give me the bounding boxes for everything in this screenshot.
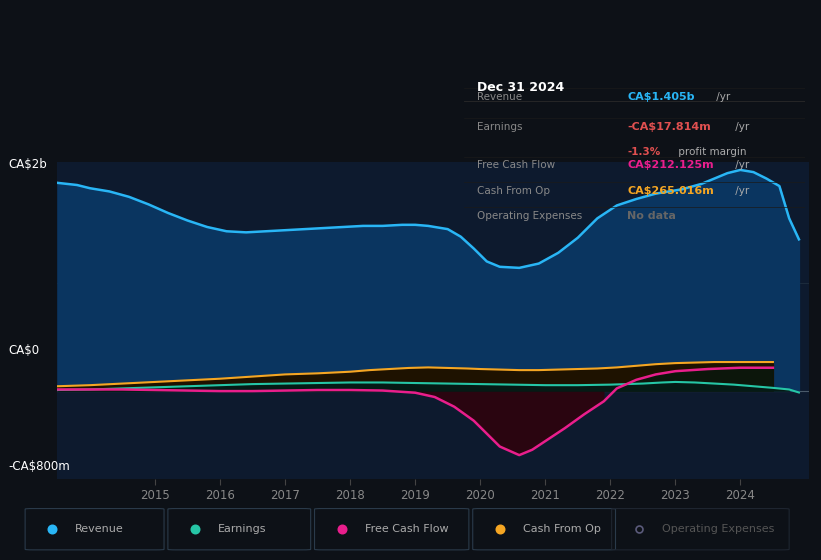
Text: Operating Expenses: Operating Expenses [478, 211, 583, 221]
Text: Dec 31 2024: Dec 31 2024 [478, 81, 565, 94]
Text: -CA$17.814m: -CA$17.814m [627, 122, 711, 132]
Text: CA$0: CA$0 [8, 343, 39, 357]
Text: Cash From Op: Cash From Op [478, 186, 551, 195]
Text: Free Cash Flow: Free Cash Flow [478, 161, 556, 170]
Text: /yr: /yr [732, 122, 750, 132]
Text: /yr: /yr [713, 92, 731, 101]
Text: /yr: /yr [732, 186, 750, 195]
Text: Earnings: Earnings [218, 524, 267, 534]
Text: Free Cash Flow: Free Cash Flow [365, 524, 448, 534]
Text: CA$1.405b: CA$1.405b [627, 92, 695, 101]
Text: No data: No data [627, 211, 677, 221]
Text: /yr: /yr [732, 161, 750, 170]
Text: profit margin: profit margin [675, 147, 746, 157]
Text: Earnings: Earnings [478, 122, 523, 132]
Text: CA$2b: CA$2b [8, 158, 47, 171]
Text: Cash From Op: Cash From Op [523, 524, 601, 534]
Text: Operating Expenses: Operating Expenses [662, 524, 774, 534]
Text: CA$265.016m: CA$265.016m [627, 186, 714, 195]
Text: CA$212.125m: CA$212.125m [627, 161, 714, 170]
Text: -CA$800m: -CA$800m [8, 460, 70, 473]
Text: -1.3%: -1.3% [627, 147, 661, 157]
Text: Revenue: Revenue [478, 92, 523, 101]
Text: Revenue: Revenue [76, 524, 124, 534]
